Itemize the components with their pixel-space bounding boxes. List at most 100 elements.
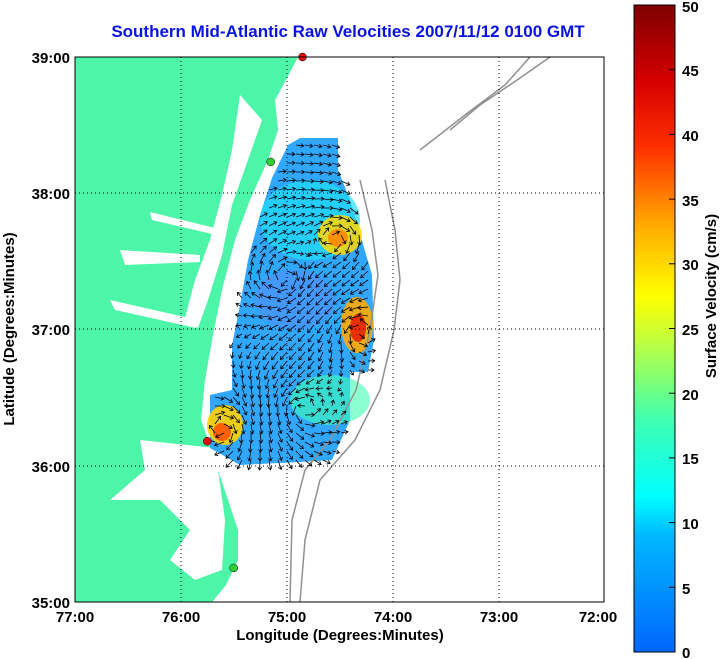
velocity-arrow xyxy=(322,153,332,157)
velocity-arrowhead xyxy=(311,204,316,209)
velocity-arrow xyxy=(291,279,297,290)
velocity-arrowhead xyxy=(234,323,240,328)
velocity-arrowhead xyxy=(292,249,297,255)
velocity-arrow xyxy=(251,292,261,299)
velocity-arrow xyxy=(295,144,304,147)
velocity-arrow xyxy=(331,153,341,158)
velocity-arrow xyxy=(250,304,261,308)
velocity-arrowhead xyxy=(335,230,341,235)
velocity-arrow xyxy=(358,360,366,365)
velocity-arrowhead xyxy=(341,318,346,323)
velocity-arrow xyxy=(253,342,261,350)
velocity-arrowhead xyxy=(250,412,256,417)
velocity-arrow xyxy=(308,342,315,352)
velocity-arrow xyxy=(241,369,243,379)
velocity-arrowhead xyxy=(259,325,264,330)
velocity-arrow xyxy=(328,392,333,398)
velocity-arrowhead xyxy=(247,365,252,370)
velocity-arrowhead xyxy=(350,274,356,279)
velocity-arrowhead xyxy=(250,313,255,319)
velocity-arrowhead xyxy=(297,419,302,425)
velocity-arrowhead xyxy=(279,355,284,361)
velocity-arrow xyxy=(332,297,342,305)
velocity-arrow xyxy=(235,314,243,317)
velocity-arrowhead xyxy=(315,292,320,297)
velocity-arrowhead xyxy=(283,247,288,253)
velocity-arrow xyxy=(267,296,279,299)
velocity-arrowhead xyxy=(346,181,351,186)
velocity-arrow xyxy=(304,213,315,218)
velocity-arrowhead xyxy=(319,220,324,225)
velocity-arrow xyxy=(280,378,288,388)
velocity-arrow xyxy=(349,297,360,303)
velocity-arrow xyxy=(259,245,267,254)
velocity-arrow xyxy=(318,360,324,370)
velocity-arrowhead xyxy=(233,382,238,388)
velocity-arrow xyxy=(325,315,333,324)
velocity-arrowhead xyxy=(337,387,342,392)
velocity-arrow xyxy=(304,423,315,427)
velocity-arrow xyxy=(286,423,293,433)
velocity-arrowhead xyxy=(344,329,348,334)
velocity-arrow xyxy=(359,318,369,326)
velocity-arrow xyxy=(286,441,294,451)
velocity-arrowhead xyxy=(361,266,366,271)
velocity-arrowhead xyxy=(291,178,297,183)
velocity-arrow xyxy=(356,243,360,254)
velocity-arrowhead xyxy=(237,447,242,453)
velocity-arrow xyxy=(287,297,297,304)
velocity-arrowhead xyxy=(363,343,369,348)
velocity-arrowhead xyxy=(267,315,273,321)
velocity-arrowhead xyxy=(229,415,235,420)
velocity-arrowhead xyxy=(253,280,258,285)
velocity-vectors xyxy=(204,143,377,471)
velocity-arrow xyxy=(340,401,345,407)
colorbar-tick-label: 50 xyxy=(682,0,699,16)
velocity-arrowhead xyxy=(352,230,357,235)
velocity-arrowhead xyxy=(296,381,301,386)
velocity-arrowhead xyxy=(295,389,300,394)
velocity-arrowhead xyxy=(317,461,322,466)
velocity-arrow xyxy=(315,288,324,297)
velocity-arrow xyxy=(322,171,332,175)
velocity-arrowhead xyxy=(325,227,330,232)
velocity-arrowhead xyxy=(341,291,346,295)
velocity-arrow xyxy=(232,378,238,387)
velocity-arrow xyxy=(244,333,252,339)
velocity-arrow xyxy=(268,221,277,227)
velocity-arrowhead xyxy=(348,241,354,246)
velocity-arrow xyxy=(232,387,239,397)
velocity-arrow xyxy=(295,153,304,156)
velocity-arrowhead xyxy=(325,386,331,391)
velocity-arrow xyxy=(250,262,253,272)
velocity-arrow xyxy=(259,315,270,318)
velocity-arrow xyxy=(255,360,261,370)
velocity-arrowhead xyxy=(288,382,293,387)
velocity-arrowhead xyxy=(291,204,297,209)
velocity-arrow xyxy=(286,251,297,254)
velocity-arrowhead xyxy=(278,465,283,471)
velocity-arrow xyxy=(267,396,270,408)
velocity-arrowhead xyxy=(327,339,332,345)
velocity-arrowhead xyxy=(234,392,239,397)
velocity-arrow xyxy=(296,378,306,386)
velocity-arrow xyxy=(313,206,324,209)
velocity-arrow xyxy=(338,333,342,344)
velocity-arrowhead xyxy=(232,373,237,378)
velocity-arrowhead xyxy=(346,217,351,223)
velocity-arrowhead xyxy=(273,212,278,217)
velocity-arrow xyxy=(232,414,240,423)
velocity-arrowhead xyxy=(298,356,303,361)
velocity-arrowhead xyxy=(247,375,253,380)
x-tick-label: 72:00 xyxy=(579,609,617,626)
velocity-arrowhead xyxy=(263,237,268,242)
velocity-arrow xyxy=(254,351,261,360)
velocity-arrowhead xyxy=(267,295,272,300)
velocity-arrow xyxy=(316,387,324,390)
velocity-arrow xyxy=(259,423,263,434)
colorbar-tick-label: 5 xyxy=(682,581,690,598)
velocity-arrow xyxy=(313,144,322,148)
velocity-arrowhead xyxy=(332,300,337,305)
velocity-arrowhead xyxy=(328,358,333,363)
